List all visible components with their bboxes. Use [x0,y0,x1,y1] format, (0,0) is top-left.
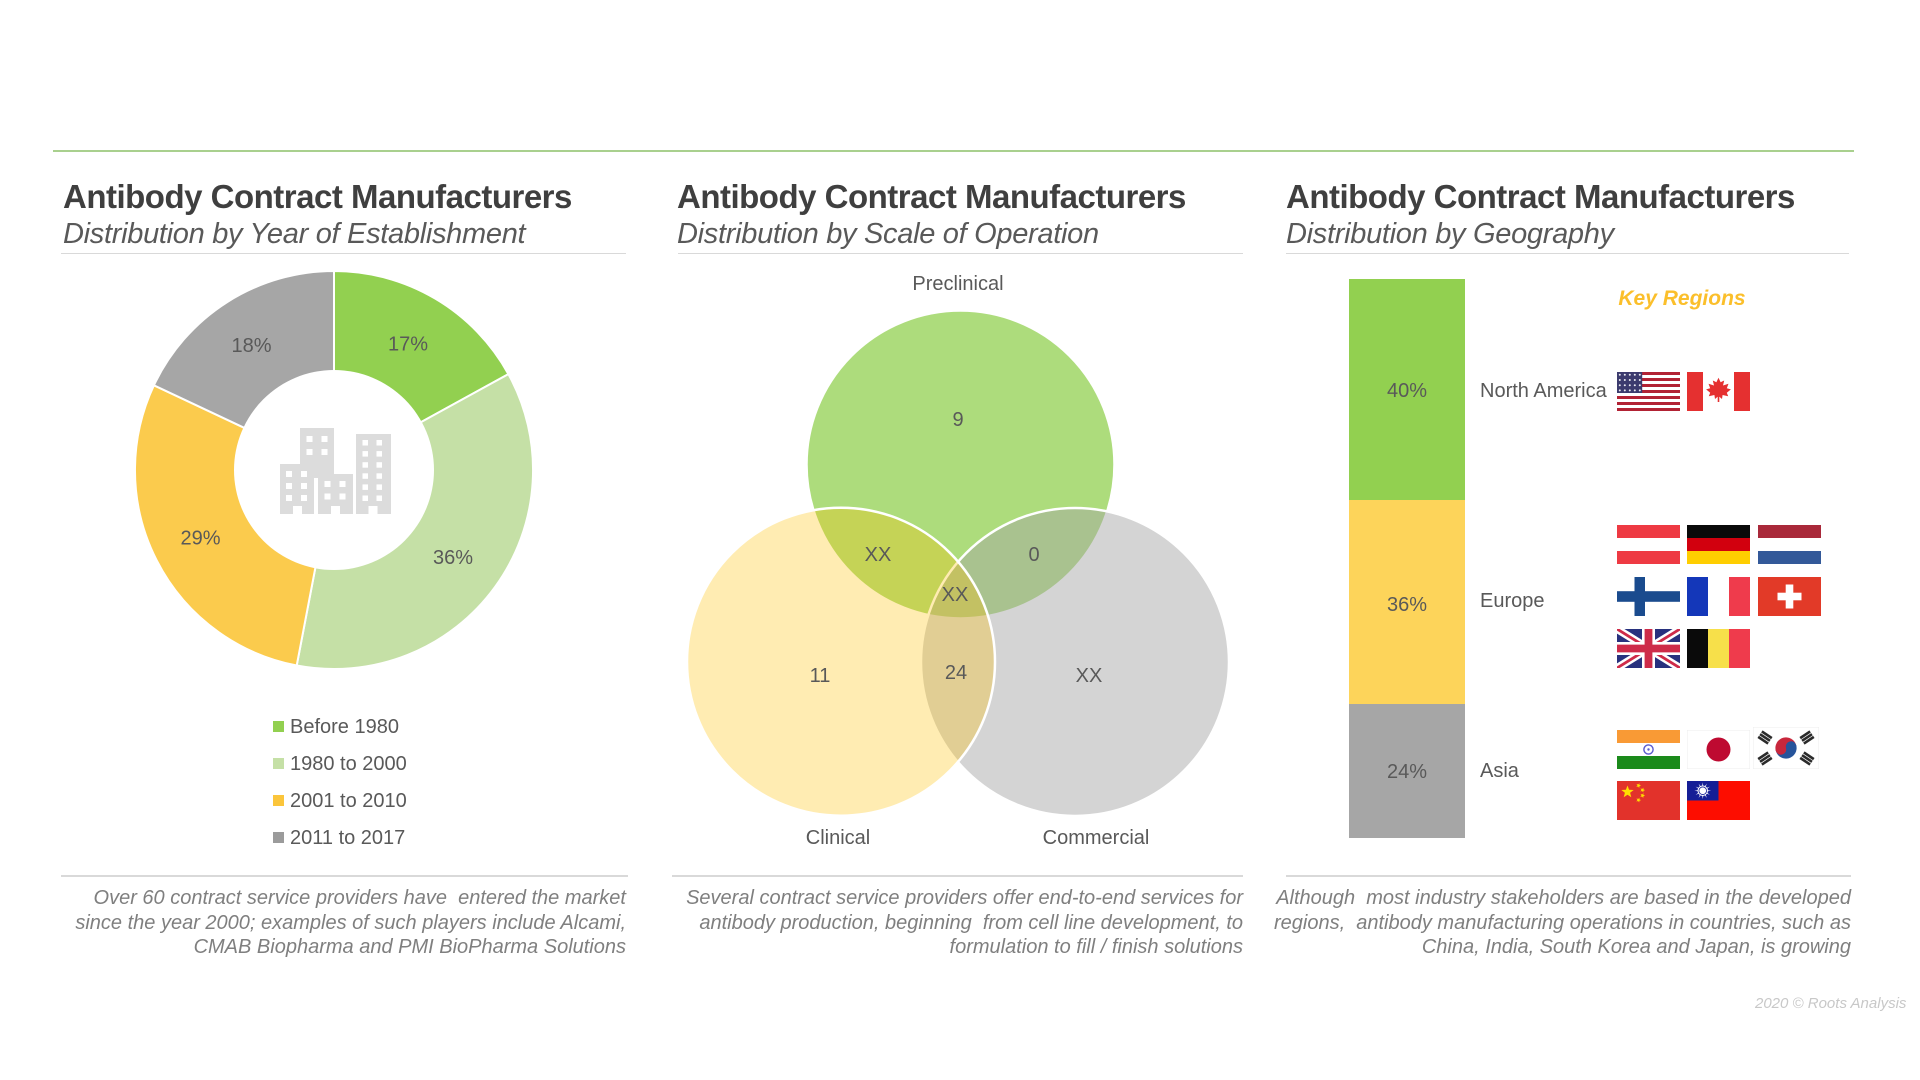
svg-text:17%: 17% [388,334,428,356]
svg-text:36%: 36% [433,547,473,569]
svg-text:18%: 18% [231,335,271,357]
svg-text:11: 11 [810,665,831,687]
svg-text:Clinical: Clinical [806,827,870,849]
svg-text:Commercial: Commercial [1043,827,1150,849]
svg-text:9: 9 [952,409,963,431]
svg-text:24: 24 [945,662,967,684]
svg-text:XX: XX [942,584,969,606]
svg-text:29%: 29% [180,528,220,550]
svg-text:XX: XX [865,544,892,566]
svg-text:XX: XX [1076,665,1103,687]
svg-text:0: 0 [1028,544,1039,566]
svg-text:Preclinical: Preclinical [912,273,1003,295]
